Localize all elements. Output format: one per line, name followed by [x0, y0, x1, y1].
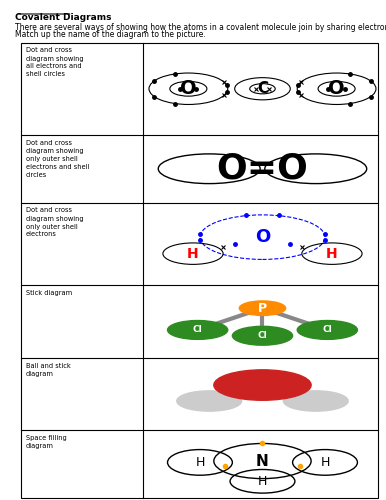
Text: O: O	[255, 228, 270, 246]
Circle shape	[297, 320, 357, 340]
Text: O: O	[180, 79, 197, 98]
Text: O=O: O=O	[217, 152, 308, 186]
Text: P: P	[258, 302, 267, 314]
Circle shape	[177, 391, 242, 411]
Text: N: N	[256, 454, 269, 468]
Circle shape	[214, 370, 311, 400]
Text: Dot and cross
diagram showing
all electrons and
shell circles: Dot and cross diagram showing all electr…	[26, 48, 83, 78]
Text: Dot and cross
diagram showing
only outer shell
electrons: Dot and cross diagram showing only outer…	[26, 208, 83, 238]
Text: Stick diagram: Stick diagram	[26, 290, 72, 296]
Circle shape	[239, 301, 286, 316]
Text: Match up the name of the diagram to the picture.: Match up the name of the diagram to the …	[15, 30, 206, 39]
Text: H: H	[320, 456, 330, 469]
Circle shape	[283, 391, 348, 411]
Text: Cl: Cl	[322, 326, 332, 334]
Text: Cl: Cl	[257, 332, 267, 340]
Text: Covalent Diagrams: Covalent Diagrams	[15, 12, 112, 22]
Text: H: H	[195, 456, 205, 469]
Text: H: H	[326, 246, 338, 260]
Text: O: O	[328, 79, 345, 98]
Text: Ball and stick
diagram: Ball and stick diagram	[26, 362, 71, 376]
Text: Space filling
diagram: Space filling diagram	[26, 435, 67, 449]
Text: There are several ways of showing how the atoms in a covalent molecule join by s: There are several ways of showing how th…	[15, 22, 386, 32]
Circle shape	[168, 320, 228, 340]
Text: C: C	[257, 81, 268, 96]
Text: H: H	[187, 246, 199, 260]
Circle shape	[232, 326, 293, 345]
Text: Cl: Cl	[193, 326, 203, 334]
Text: Dot and cross
diagram showing
only outer shell
electrons and shell
circles: Dot and cross diagram showing only outer…	[26, 140, 89, 178]
Text: H: H	[258, 475, 267, 488]
